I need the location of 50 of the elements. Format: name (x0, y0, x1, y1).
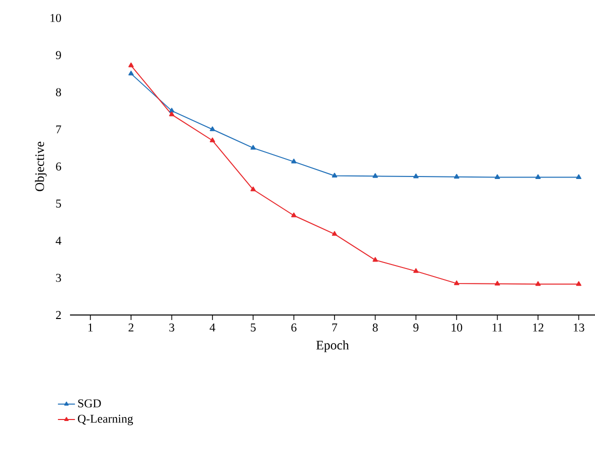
point (413, 268, 419, 273)
y-tick-label: 9 (56, 51, 61, 60)
point (535, 174, 541, 180)
point (250, 144, 256, 150)
x-tick-label: 4 (210, 324, 216, 332)
point (576, 281, 582, 286)
x-tick-label: 2 (128, 324, 134, 332)
y-tick-label: 3 (56, 274, 62, 282)
point (169, 108, 174, 113)
y-tick-label: 8 (56, 88, 62, 96)
y-tick-label: 10 (50, 14, 62, 22)
x-tick-label: 12 (533, 324, 544, 332)
point (128, 62, 134, 68)
point (494, 280, 500, 286)
x-tick-label: 1 (88, 324, 93, 332)
point (494, 174, 500, 180)
point (210, 138, 216, 142)
x-tick-label: 3 (169, 324, 174, 332)
x-axis-title: Epoch (316, 340, 349, 352)
point (210, 126, 216, 132)
point (291, 212, 296, 218)
x-tick-label: 5 (250, 324, 256, 332)
legend-label: Q-Learning (78, 414, 133, 426)
y-axis-title: Objective (34, 142, 47, 192)
point (535, 281, 541, 286)
y-tick-label: 6 (56, 162, 62, 171)
point (332, 172, 338, 178)
x-tick-label: 10 (452, 324, 462, 332)
x-tick-label: 7 (332, 324, 338, 332)
point (372, 173, 378, 178)
point (332, 231, 338, 236)
point (169, 112, 174, 116)
point (372, 257, 378, 262)
point (576, 174, 582, 180)
y-tick-label: 2 (56, 311, 61, 319)
x-tick-label: 11 (492, 324, 502, 332)
x-tick-label: 13 (574, 324, 584, 332)
y-tick-label: 7 (56, 125, 62, 134)
point (291, 158, 296, 164)
x-tick-label: 6 (291, 324, 296, 332)
point (413, 174, 419, 178)
legend-label: SGD (78, 399, 101, 408)
x-tick-label: 8 (372, 324, 378, 332)
y-tick-label: 5 (56, 200, 62, 208)
point (250, 186, 256, 192)
point (128, 70, 134, 76)
point (454, 174, 460, 179)
point (454, 280, 460, 286)
x-tick-label: 9 (413, 324, 418, 332)
y-tick-label: 4 (56, 236, 62, 245)
